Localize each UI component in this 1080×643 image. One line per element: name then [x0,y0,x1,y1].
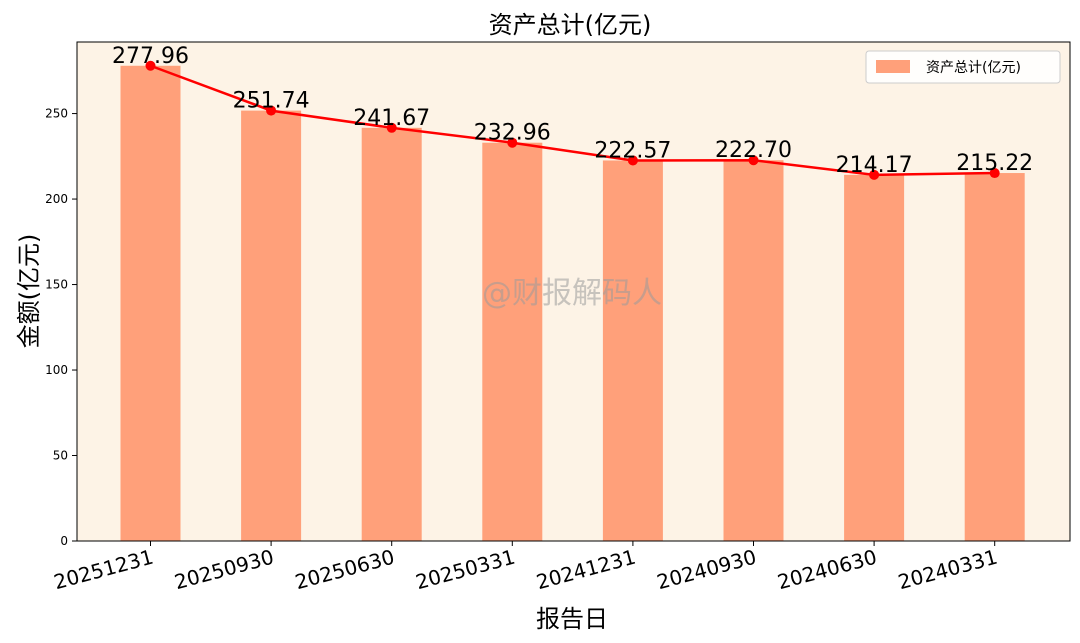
y-tick-label: 200 [45,192,68,206]
data-label: 222.70 [715,138,792,163]
line-point [507,137,518,148]
bar [120,65,181,541]
bar [964,173,1025,541]
line-point [145,60,156,71]
bar [723,160,784,541]
x-tick-label: 20240630 [775,545,880,595]
legend-box [865,50,1061,84]
legend: 资产总计(亿元) [865,50,1061,84]
x-tick-label: 20240930 [654,545,759,595]
bar [241,110,302,542]
series-line [150,64,995,177]
data-label: 251.74 [233,89,310,114]
data-label: 215.22 [956,151,1033,176]
x-tick-label: 20240331 [895,545,1000,595]
bar [482,142,543,541]
line-point [748,155,759,166]
data-label: 214.17 [836,153,913,178]
chart-title: 资产总计(亿元) [489,11,652,39]
y-tick-label: 100 [45,363,68,377]
bar [602,160,663,541]
x-tick-label: 20241231 [534,545,639,595]
x-tick-label: 20250331 [413,545,518,595]
y-axis-label: 金额(亿元) [15,234,43,349]
bar [844,174,905,542]
y-tick-label: 150 [45,278,68,292]
x-tick-label: 20250630 [292,545,397,595]
y-tick-label: 250 [45,107,68,121]
legend-swatch [876,60,910,73]
x-axis-label: 报告日 [536,605,608,633]
x-tick-label: 20250930 [172,545,277,595]
watermark: @财报解码人 [482,276,662,311]
line-point [627,155,638,166]
data-label: 232.96 [474,121,551,146]
line-point [266,105,277,116]
data-label: 241.67 [353,106,430,131]
line-point [869,169,880,180]
legend-label: 资产总计(亿元) [926,60,1021,76]
data-label: 277.96 [112,44,189,69]
y-tick-label: 50 [53,449,68,463]
line-point [386,122,397,133]
line-point [989,168,1000,179]
x-tick-label: 20251231 [51,545,156,595]
data-label: 222.57 [594,138,671,163]
y-tick-label: 0 [60,534,68,548]
bar [361,127,422,542]
plot-frame [76,41,1071,542]
